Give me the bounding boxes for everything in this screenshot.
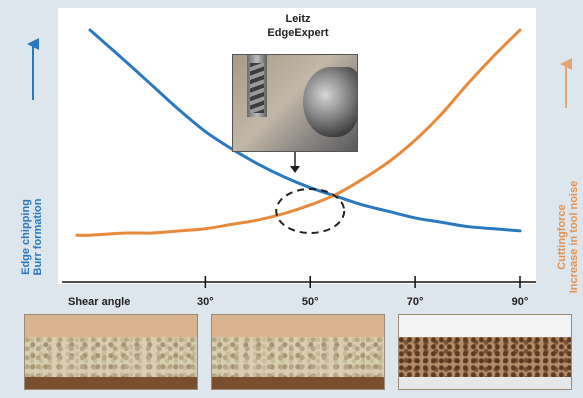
right-y-label-line-2: Increase in tool noise: [568, 180, 580, 294]
right-y-label-line-1: Cuttingforce: [556, 204, 568, 270]
edge-sample-90: [398, 314, 572, 390]
left-y-label-line-1: Edge chipping: [20, 199, 32, 275]
x-tick-label: 70°: [407, 296, 424, 308]
edge-sample-50: [211, 314, 385, 390]
left-y-label-line-2: Burr formation: [32, 198, 44, 276]
edge-sample-30: [24, 314, 198, 390]
tool-model: EdgeExpert: [267, 27, 329, 39]
tool-annotation: Leitz EdgeExpert: [248, 12, 348, 40]
edge-chipping-series-line: [88, 28, 522, 233]
x-axis-title: Shear angle: [68, 296, 130, 308]
x-tick-label: 90°: [512, 296, 529, 308]
cutting-force-series-line: [75, 28, 522, 237]
edge-sample-photos: [24, 314, 572, 390]
x-tick-label: 50°: [302, 296, 319, 308]
optimum-highlight-ellipse: [275, 188, 346, 234]
left-y-axis-label: Edge chipping Burr formation: [20, 177, 44, 297]
tool-head: [303, 67, 357, 137]
right-y-axis-label: Cuttingforce Increase in tool noise: [556, 177, 580, 297]
tool-flute: [250, 63, 264, 113]
x-tick-label: 30°: [197, 296, 214, 308]
tool-photo: [232, 54, 358, 152]
tool-brand: Leitz: [285, 13, 311, 25]
photo-pointer-arrowhead: [290, 166, 300, 173]
